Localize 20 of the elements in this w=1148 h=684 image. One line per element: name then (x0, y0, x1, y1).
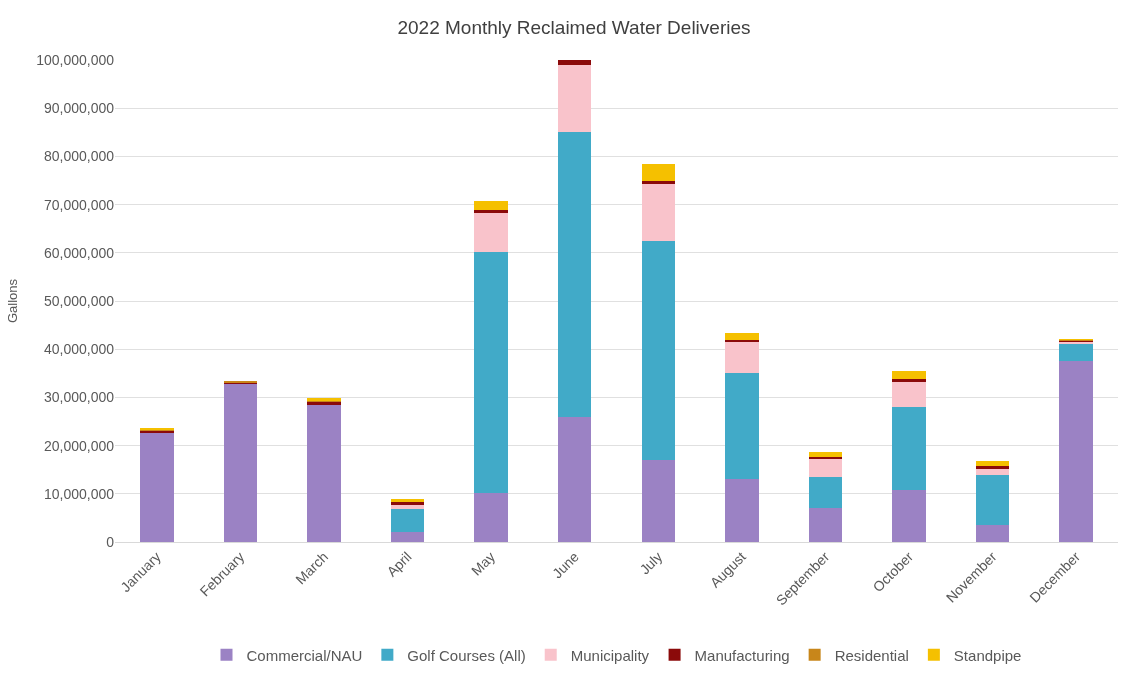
y-tick-label: 80,000,000 (43, 148, 115, 165)
y-tick-label: 60,000,000 (43, 244, 115, 261)
legend-label: Standpipe (953, 646, 1022, 664)
y-tick-label: 40,000,000 (43, 341, 115, 358)
legend-label: Golf Courses (All) (407, 646, 526, 664)
chart-title: 2022 Monthly Reclaimed Water Deliveries (397, 16, 751, 38)
legend-label: Residential (834, 646, 909, 664)
y-axis-title: Gallons (5, 278, 21, 324)
y-tick-label: 100,000,000 (36, 51, 115, 68)
y-tick-label: 10,000,000 (43, 485, 115, 502)
y-tick-label: 70,000,000 (43, 196, 115, 213)
legend-label: Manufacturing (694, 646, 790, 664)
y-tick-label: 30,000,000 (43, 389, 115, 406)
y-tick-label: 20,000,000 (43, 437, 115, 454)
y-tick-label: 0 (106, 533, 115, 550)
y-tick-label: 90,000,000 (43, 100, 115, 117)
legend-label: Commercial/NAU (246, 646, 363, 664)
y-tick-label: 50,000,000 (43, 292, 115, 309)
legend-label: Municipality (570, 646, 650, 664)
x-tick-label: July (636, 548, 666, 578)
